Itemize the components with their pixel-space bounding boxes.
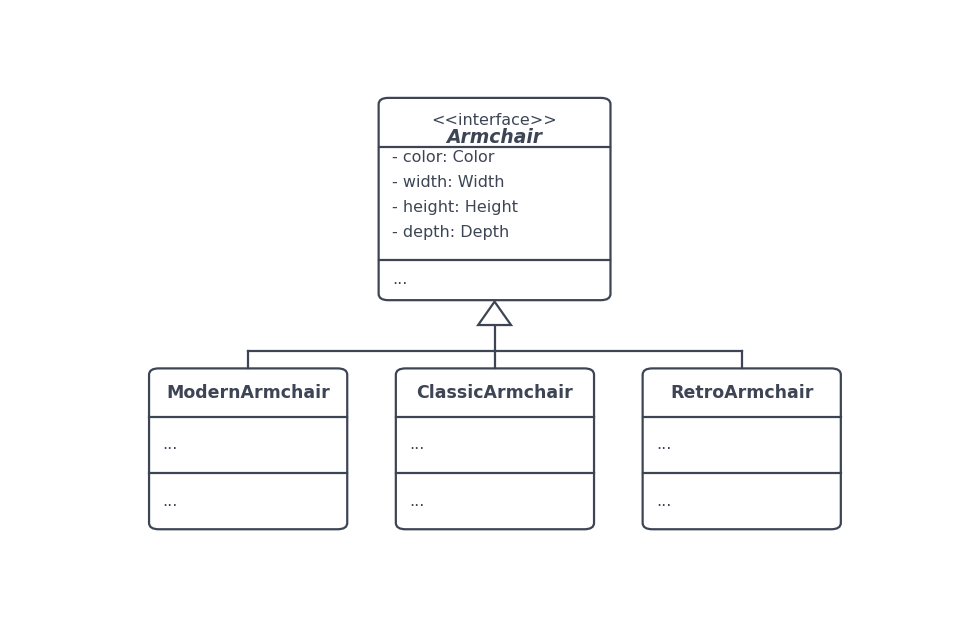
Text: ...: ... [162, 494, 178, 508]
Polygon shape [478, 302, 511, 325]
Text: - height: Height: - height: Height [392, 200, 518, 215]
Text: ...: ... [409, 437, 425, 453]
Text: ModernArmchair: ModernArmchair [166, 384, 330, 401]
FancyBboxPatch shape [149, 368, 347, 529]
FancyBboxPatch shape [643, 368, 841, 529]
Text: Armchair: Armchair [447, 128, 542, 147]
Text: <<interface>>: <<interface>> [431, 113, 558, 128]
Text: ...: ... [162, 437, 178, 453]
FancyBboxPatch shape [396, 368, 594, 529]
Text: RetroArmchair: RetroArmchair [670, 384, 813, 401]
Text: ...: ... [656, 437, 672, 453]
Text: ...: ... [656, 494, 672, 508]
Text: ...: ... [392, 272, 407, 287]
FancyBboxPatch shape [378, 98, 611, 300]
Text: ...: ... [409, 494, 425, 508]
Text: - width: Width: - width: Width [392, 175, 505, 190]
Text: ClassicArmchair: ClassicArmchair [417, 384, 573, 401]
Text: - color: Color: - color: Color [392, 150, 495, 165]
Text: - depth: Depth: - depth: Depth [392, 225, 510, 240]
